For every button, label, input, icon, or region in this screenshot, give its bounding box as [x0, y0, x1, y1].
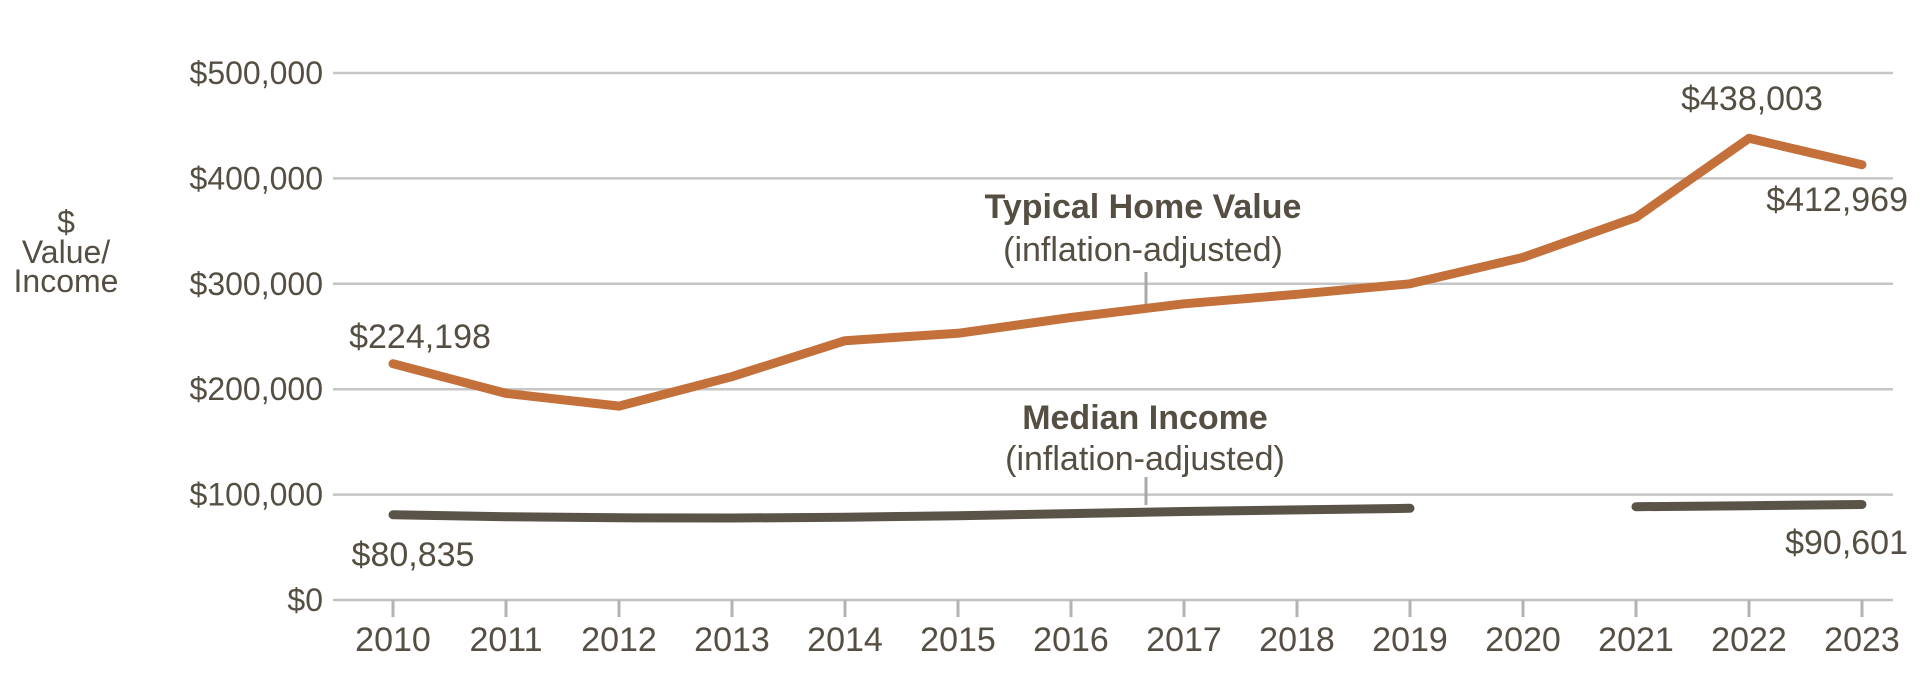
x-axis-year-label: 2010 [355, 621, 431, 659]
y-axis-title-line: $ [57, 204, 75, 240]
x-axis-year-label: 2013 [694, 621, 770, 659]
point-value-label: $438,003 [1681, 80, 1823, 118]
y-axis-tick-label: $400,000 [190, 160, 323, 196]
median-income-line [388, 503, 1415, 523]
y-axis-tick-label: $100,000 [190, 477, 323, 513]
x-axis-year-label: 2011 [469, 621, 542, 659]
median-income-series-sublabel: (inflation-adjusted) [1005, 440, 1285, 478]
x-axis-year-label: 2012 [581, 621, 657, 659]
point-value-label: $412,969 [1766, 181, 1908, 219]
x-axis-year-label: 2019 [1372, 621, 1448, 659]
x-axis-year-label: 2020 [1485, 621, 1561, 659]
median-income-series-label: Median Income [1022, 399, 1268, 437]
x-axis-year-label: 2022 [1711, 621, 1787, 659]
point-value-label: $80,835 [352, 536, 475, 574]
x-axis-year-label: 2023 [1824, 621, 1900, 659]
point-value-label: $90,601 [1785, 524, 1908, 562]
home-value-series-sublabel: (inflation-adjusted) [1003, 231, 1283, 269]
home-value-series-label: Typical Home Value [985, 188, 1302, 226]
y-axis-tick-label: $200,000 [190, 371, 323, 407]
y-axis-tick-label: $0 [287, 582, 323, 618]
y-axis-tick-label: $300,000 [190, 266, 323, 302]
home-value-line [388, 133, 1867, 411]
median-income-line [1631, 500, 1867, 512]
x-axis-year-label: 2017 [1146, 621, 1222, 659]
y-axis-title-line: Value/ [22, 234, 110, 270]
x-axis-year-label: 2014 [807, 621, 883, 659]
y-axis-tick-label: $500,000 [190, 55, 323, 91]
x-axis-year-label: 2015 [920, 621, 996, 659]
x-axis-year-label: 2018 [1259, 621, 1335, 659]
x-axis-year-label: 2021 [1598, 621, 1674, 659]
y-axis-title-line: Income [14, 263, 119, 299]
x-axis-year-label: 2016 [1033, 621, 1109, 659]
point-value-label: $224,198 [349, 318, 491, 356]
